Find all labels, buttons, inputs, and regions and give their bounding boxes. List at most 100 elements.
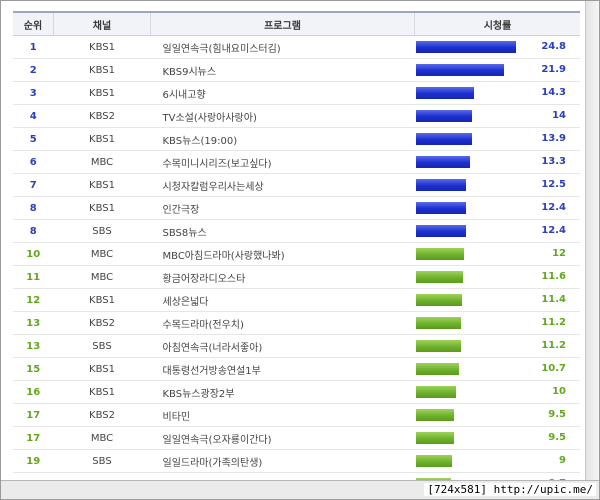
- rating-cell: 14: [414, 104, 580, 128]
- rating-cell: 14.3: [414, 81, 580, 105]
- table-row: 1 KBS1 일일연속극(힘내요미스터김) 24.8: [13, 35, 580, 59]
- header-channel: 채널: [53, 11, 151, 36]
- channel-cell: KBS1: [53, 357, 151, 381]
- rating-value: 9.5: [548, 409, 566, 420]
- program-cell: KBS뉴스(19:00): [150, 127, 415, 151]
- rating-cell: 21.9: [414, 58, 580, 82]
- rating-cell: 12: [414, 242, 580, 266]
- channel-cell: SBS: [53, 219, 151, 243]
- table-row: 6 MBC 수목미니시리즈(보고싶다) 13.3: [13, 150, 580, 174]
- rating-cell: 12.4: [414, 219, 580, 243]
- rank-cell: 2: [13, 58, 54, 82]
- table-row: 7 KBS1 시청자칼럼우리사는세상 12.5: [13, 173, 580, 197]
- watermark-text: [724x581] http://upic.me/: [424, 483, 596, 496]
- rating-cell: 10: [414, 380, 580, 404]
- rating-value: 11.4: [541, 294, 566, 305]
- rating-bar: [415, 179, 466, 191]
- table-row: 2 KBS1 KBS9시뉴스 21.9: [13, 58, 580, 82]
- rating-value: 12.4: [541, 202, 566, 213]
- channel-cell: MBC: [53, 426, 151, 450]
- program-cell: MBC아침드라마(사랑했나봐): [150, 242, 415, 266]
- channel-cell: KBS2: [53, 311, 151, 335]
- channel-cell: MBC: [53, 242, 151, 266]
- rating-cell: 11.6: [414, 265, 580, 289]
- rating-value: 21.9: [541, 64, 566, 75]
- rating-cell: 9.5: [414, 403, 580, 427]
- program-cell: SBS8뉴스: [150, 219, 415, 243]
- rank-cell: 19: [13, 449, 54, 473]
- rating-value: 14: [552, 110, 566, 121]
- channel-cell: MBC: [53, 150, 151, 174]
- rating-bar: [415, 340, 461, 352]
- rating-value: 11.2: [541, 340, 566, 351]
- channel-cell: KBS1: [53, 127, 151, 151]
- rating-cell: 12.5: [414, 173, 580, 197]
- channel-cell: KBS1: [53, 58, 151, 82]
- rating-value: 11.2: [541, 317, 566, 328]
- channel-cell: SBS: [53, 334, 151, 358]
- table-row: 16 KBS1 KBS뉴스광장2부 10: [13, 380, 580, 404]
- rating-bar: [415, 455, 452, 467]
- rating-value: 24.8: [541, 41, 566, 52]
- rank-cell: 3: [13, 81, 54, 105]
- channel-cell: SBS: [53, 449, 151, 473]
- rating-value: 10.7: [541, 363, 566, 374]
- channel-cell: MBC: [53, 265, 151, 289]
- channel-cell: KBS2: [53, 403, 151, 427]
- table-row: 17 MBC 일일연속극(오자룡이간다) 9.5: [13, 426, 580, 450]
- rank-cell: 17: [13, 426, 54, 450]
- channel-cell: KBS1: [53, 288, 151, 312]
- rank-cell: 15: [13, 357, 54, 381]
- rating-bar: [415, 87, 474, 99]
- rating-bar: [415, 41, 516, 53]
- rating-bar: [415, 409, 454, 421]
- table-row: 8 KBS1 인간극장 12.4: [13, 196, 580, 220]
- rating-bar: [415, 248, 464, 260]
- rank-cell: 8: [13, 219, 54, 243]
- table-row: 8 SBS SBS8뉴스 12.4: [13, 219, 580, 243]
- header-program: 프로그램: [150, 11, 415, 36]
- rating-value: 11.6: [541, 271, 566, 282]
- table-row: 3 KBS1 6시내고향 14.3: [13, 81, 580, 105]
- program-cell: 비타민: [150, 403, 415, 427]
- table-row: 13 SBS 아침연속극(너라서좋아) 11.2: [13, 334, 580, 358]
- program-cell: TV소설(사랑아사랑아): [150, 104, 415, 128]
- rating-cell: 11.4: [414, 288, 580, 312]
- rating-value: 12: [552, 248, 566, 259]
- program-cell: 일일연속극(힘내요미스터김): [150, 35, 415, 59]
- rating-cell: 10.7: [414, 357, 580, 381]
- rating-bar: [415, 64, 504, 76]
- rating-cell: 11.2: [414, 311, 580, 335]
- channel-cell: KBS1: [53, 173, 151, 197]
- channel-cell: KBS2: [53, 104, 151, 128]
- rating-bar: [415, 156, 470, 168]
- program-cell: 수목드라마(전우치): [150, 311, 415, 335]
- rating-value: 9: [559, 455, 566, 466]
- header-rank: 순위: [13, 11, 54, 36]
- table-row: 12 KBS1 세상은넓다 11.4: [13, 288, 580, 312]
- rating-bar: [415, 432, 454, 444]
- rank-cell: 10: [13, 242, 54, 266]
- rating-bar: [415, 386, 456, 398]
- rating-bar: [415, 110, 472, 122]
- table-row: 15 KBS1 대통령선거방송연설1부 10.7: [13, 357, 580, 381]
- rank-cell: 17: [13, 403, 54, 427]
- rating-cell: 13.3: [414, 150, 580, 174]
- channel-cell: KBS1: [53, 35, 151, 59]
- rating-bar: [415, 317, 461, 329]
- rating-bar: [415, 225, 466, 237]
- rating-value: 13.3: [541, 156, 566, 167]
- rank-cell: 16: [13, 380, 54, 404]
- program-cell: 일일드라마(가족의탄생): [150, 449, 415, 473]
- rank-cell: 13: [13, 311, 54, 335]
- rating-bar: [415, 133, 472, 145]
- table-row: 11 MBC 황금어장라디오스타 11.6: [13, 265, 580, 289]
- rating-cell: 24.8: [414, 35, 580, 59]
- table-body: 1 KBS1 일일연속극(힘내요미스터김) 24.8 2 KBS1 KBS9시뉴스 21.9 3…: [13, 35, 580, 496]
- rating-value: 14.3: [541, 87, 566, 98]
- header-rating: 시청률: [414, 11, 580, 36]
- table-row: 10 MBC MBC아침드라마(사랑했나봐) 12: [13, 242, 580, 266]
- table-row: 5 KBS1 KBS뉴스(19:00) 13.9: [13, 127, 580, 151]
- rank-cell: 13: [13, 334, 54, 358]
